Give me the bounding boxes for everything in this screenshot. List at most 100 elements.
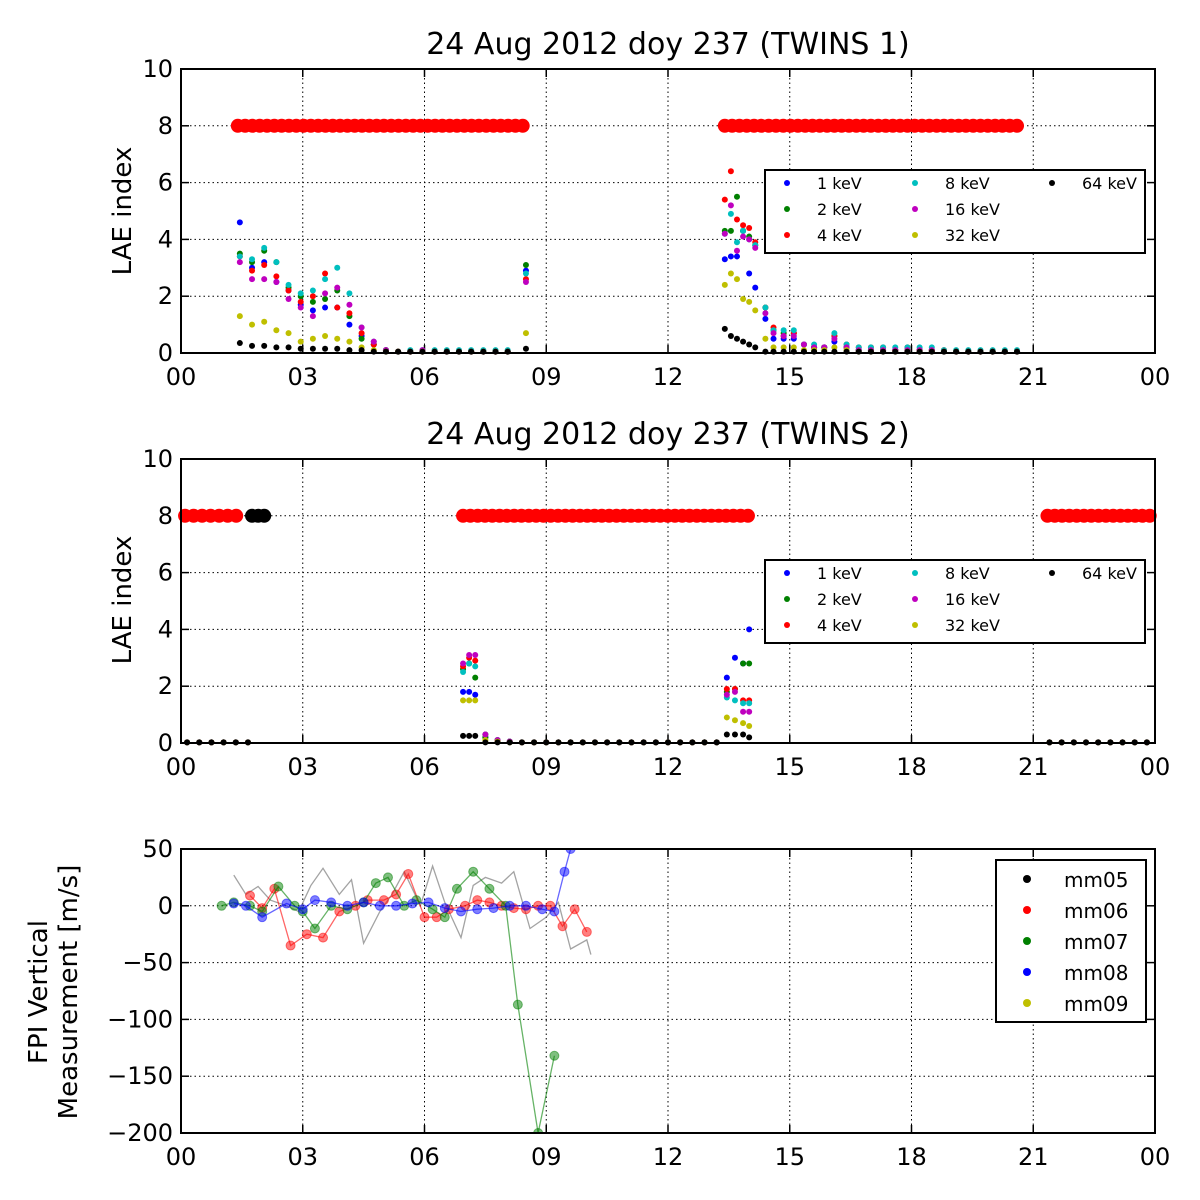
data-point: [460, 688, 467, 695]
data-point: [733, 335, 740, 342]
data-point: [285, 296, 292, 303]
x-tick-label: 00: [166, 753, 197, 781]
data-point: [746, 734, 753, 741]
x-tick-label: 21: [1018, 1143, 1049, 1171]
data-point: [522, 279, 529, 285]
data-point: [780, 332, 787, 339]
data-point: [740, 227, 747, 234]
data-point: [309, 298, 316, 305]
data-point: [522, 345, 529, 352]
x-tick-label: 00: [166, 1143, 197, 1171]
data-point: [512, 999, 523, 1010]
legend-label: 2 keV: [817, 590, 862, 609]
data-point: [740, 338, 747, 345]
data-point: [740, 720, 747, 727]
data-point: [746, 298, 753, 305]
data-point: [249, 267, 256, 274]
data-point: [403, 868, 414, 879]
data-point: [740, 708, 747, 715]
data-point: [309, 335, 316, 342]
data-point: [346, 301, 353, 308]
data-point: [731, 731, 738, 738]
legend-label: 32 keV: [945, 226, 1000, 245]
legend-marker: [1023, 968, 1031, 976]
legend-marker: [784, 622, 790, 628]
data-point: [281, 898, 292, 909]
flag-marker: [257, 508, 272, 523]
data-point: [721, 196, 728, 203]
data-point: [261, 276, 268, 283]
y-tick-label: 10: [142, 55, 173, 83]
data-point: [249, 342, 256, 349]
data-point: [831, 335, 838, 342]
data-point: [740, 296, 747, 303]
data-point: [727, 202, 734, 209]
y-tick-label: 0: [158, 892, 173, 920]
data-point: [762, 310, 769, 317]
y-tick-label: 6: [158, 559, 173, 587]
y-tick-label: 0: [158, 729, 173, 757]
data-point: [559, 866, 570, 877]
data-point: [273, 259, 280, 266]
flag-marker: [1142, 508, 1157, 523]
x-tick-label: 18: [896, 753, 927, 781]
legend-label: mm05: [1064, 868, 1128, 892]
data-point: [309, 923, 320, 934]
data-point: [746, 225, 753, 232]
legend-marker: [784, 180, 790, 186]
y-tick-label: −200: [107, 1119, 173, 1147]
data-point: [731, 688, 738, 695]
data-point: [472, 895, 483, 906]
legend: mm05 mm06 mm07 mm08 mm09: [995, 859, 1147, 1023]
data-point: [374, 900, 385, 911]
data-point: [762, 335, 769, 342]
data-point: [727, 168, 734, 175]
legend-label: 16 keV: [945, 200, 1000, 219]
data-point: [318, 932, 329, 943]
data-point: [731, 717, 738, 724]
x-tick-label: 12: [653, 363, 684, 391]
data-point: [309, 287, 316, 294]
data-point: [439, 903, 450, 914]
data-point: [746, 722, 753, 729]
data-point: [780, 344, 787, 351]
data-point: [466, 660, 473, 667]
data-point: [309, 895, 320, 906]
x-tick-label: 18: [896, 363, 927, 391]
legend-label: 1 keV: [817, 174, 862, 193]
data-point: [358, 324, 365, 331]
data-point: [346, 321, 353, 328]
y-tick-label: −100: [107, 1005, 173, 1033]
data-point: [297, 345, 304, 352]
data-point: [733, 239, 740, 246]
data-point: [746, 700, 753, 707]
data-point: [466, 697, 473, 704]
data-point: [565, 849, 576, 854]
legend-label: 4 keV: [817, 226, 862, 245]
data-point: [731, 697, 738, 704]
data-point: [466, 651, 473, 658]
data-point: [297, 290, 304, 297]
legend-box: [764, 559, 1146, 644]
data-point: [472, 691, 479, 698]
data-point: [326, 897, 337, 908]
data-point: [249, 321, 256, 328]
legend-marker: [784, 206, 790, 212]
data-point: [285, 330, 292, 337]
data-point: [322, 304, 329, 311]
data-point: [520, 900, 531, 911]
data-point: [721, 325, 728, 332]
data-point: [721, 230, 728, 237]
data-point: [456, 906, 467, 917]
data-point: [460, 660, 467, 667]
data-point: [249, 256, 256, 263]
legend-label: 64 keV: [1082, 174, 1137, 193]
data-point: [236, 340, 243, 347]
legend-label: 32 keV: [945, 616, 1000, 635]
data-point: [733, 253, 740, 260]
x-tick-label: 03: [287, 1143, 318, 1171]
y-tick-label: 50: [142, 835, 173, 863]
data-point: [228, 898, 239, 909]
x-tick-label: 00: [1140, 753, 1171, 781]
